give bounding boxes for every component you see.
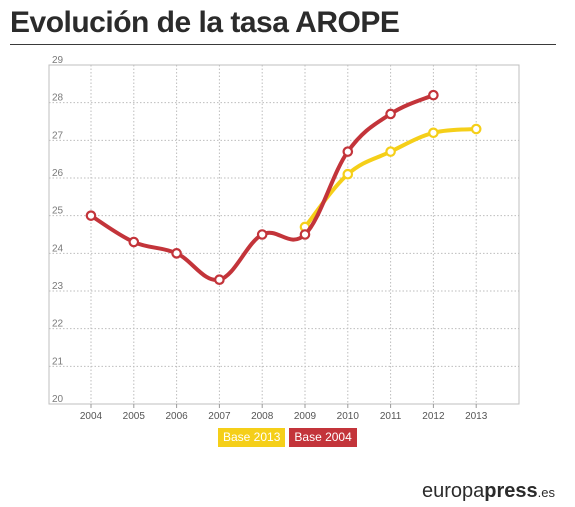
legend: Base 2013 Base 2004 [218, 428, 357, 447]
plot-frame [48, 64, 520, 405]
data-point-base-2004 [171, 248, 182, 259]
y-tick-label: 24 [52, 243, 64, 254]
x-tick-label: 2011 [380, 411, 402, 422]
title-underline [10, 44, 556, 45]
data-point-base-2013 [428, 127, 439, 139]
y-tick-label: 20 [52, 394, 64, 405]
y-tick-label: 26 [52, 168, 64, 179]
x-tick-label: 2010 [337, 411, 360, 422]
y-tick-label: 29 [52, 55, 64, 66]
brand-logo: europapress.es [422, 480, 555, 503]
data-point-base-2004 [385, 108, 396, 120]
data-point-base-2013 [470, 123, 482, 135]
x-tick-label: 2008 [251, 411, 274, 422]
y-tick-label: 27 [52, 130, 64, 141]
y-tick-label: 25 [52, 206, 64, 217]
brand-part-2: press [484, 480, 538, 502]
data-point-base-2013 [342, 168, 354, 180]
brand-tld: .es [537, 485, 555, 500]
x-tick-label: 2013 [465, 411, 488, 422]
chart-title: Evolución de la tasa AROPE [10, 6, 400, 39]
data-point-base-2013 [385, 146, 396, 157]
y-tick-label: 22 [52, 319, 64, 330]
x-tick-label: 2012 [422, 411, 445, 422]
data-point-base-2004 [342, 146, 354, 157]
x-tick-label: 2004 [80, 411, 103, 422]
legend-item-base-2004: Base 2004 [289, 428, 357, 447]
data-point-base-2004 [428, 89, 439, 101]
data-point-base-2004 [214, 274, 225, 285]
x-tick-label: 2009 [294, 411, 317, 422]
data-point-base-2004 [85, 210, 97, 221]
data-point-base-2004 [256, 229, 268, 240]
y-tick-label: 28 [52, 93, 64, 104]
y-tick-label: 23 [52, 281, 64, 292]
data-point-base-2004 [299, 229, 311, 240]
data-point-base-2004 [128, 236, 140, 248]
legend-item-base-2013: Base 2013 [218, 428, 286, 447]
x-tick-label: 2006 [165, 411, 188, 422]
x-tick-label: 2005 [123, 411, 146, 422]
x-tick-label: 2007 [208, 411, 231, 422]
brand-part-1: europa [422, 480, 485, 502]
y-tick-label: 21 [52, 356, 64, 367]
